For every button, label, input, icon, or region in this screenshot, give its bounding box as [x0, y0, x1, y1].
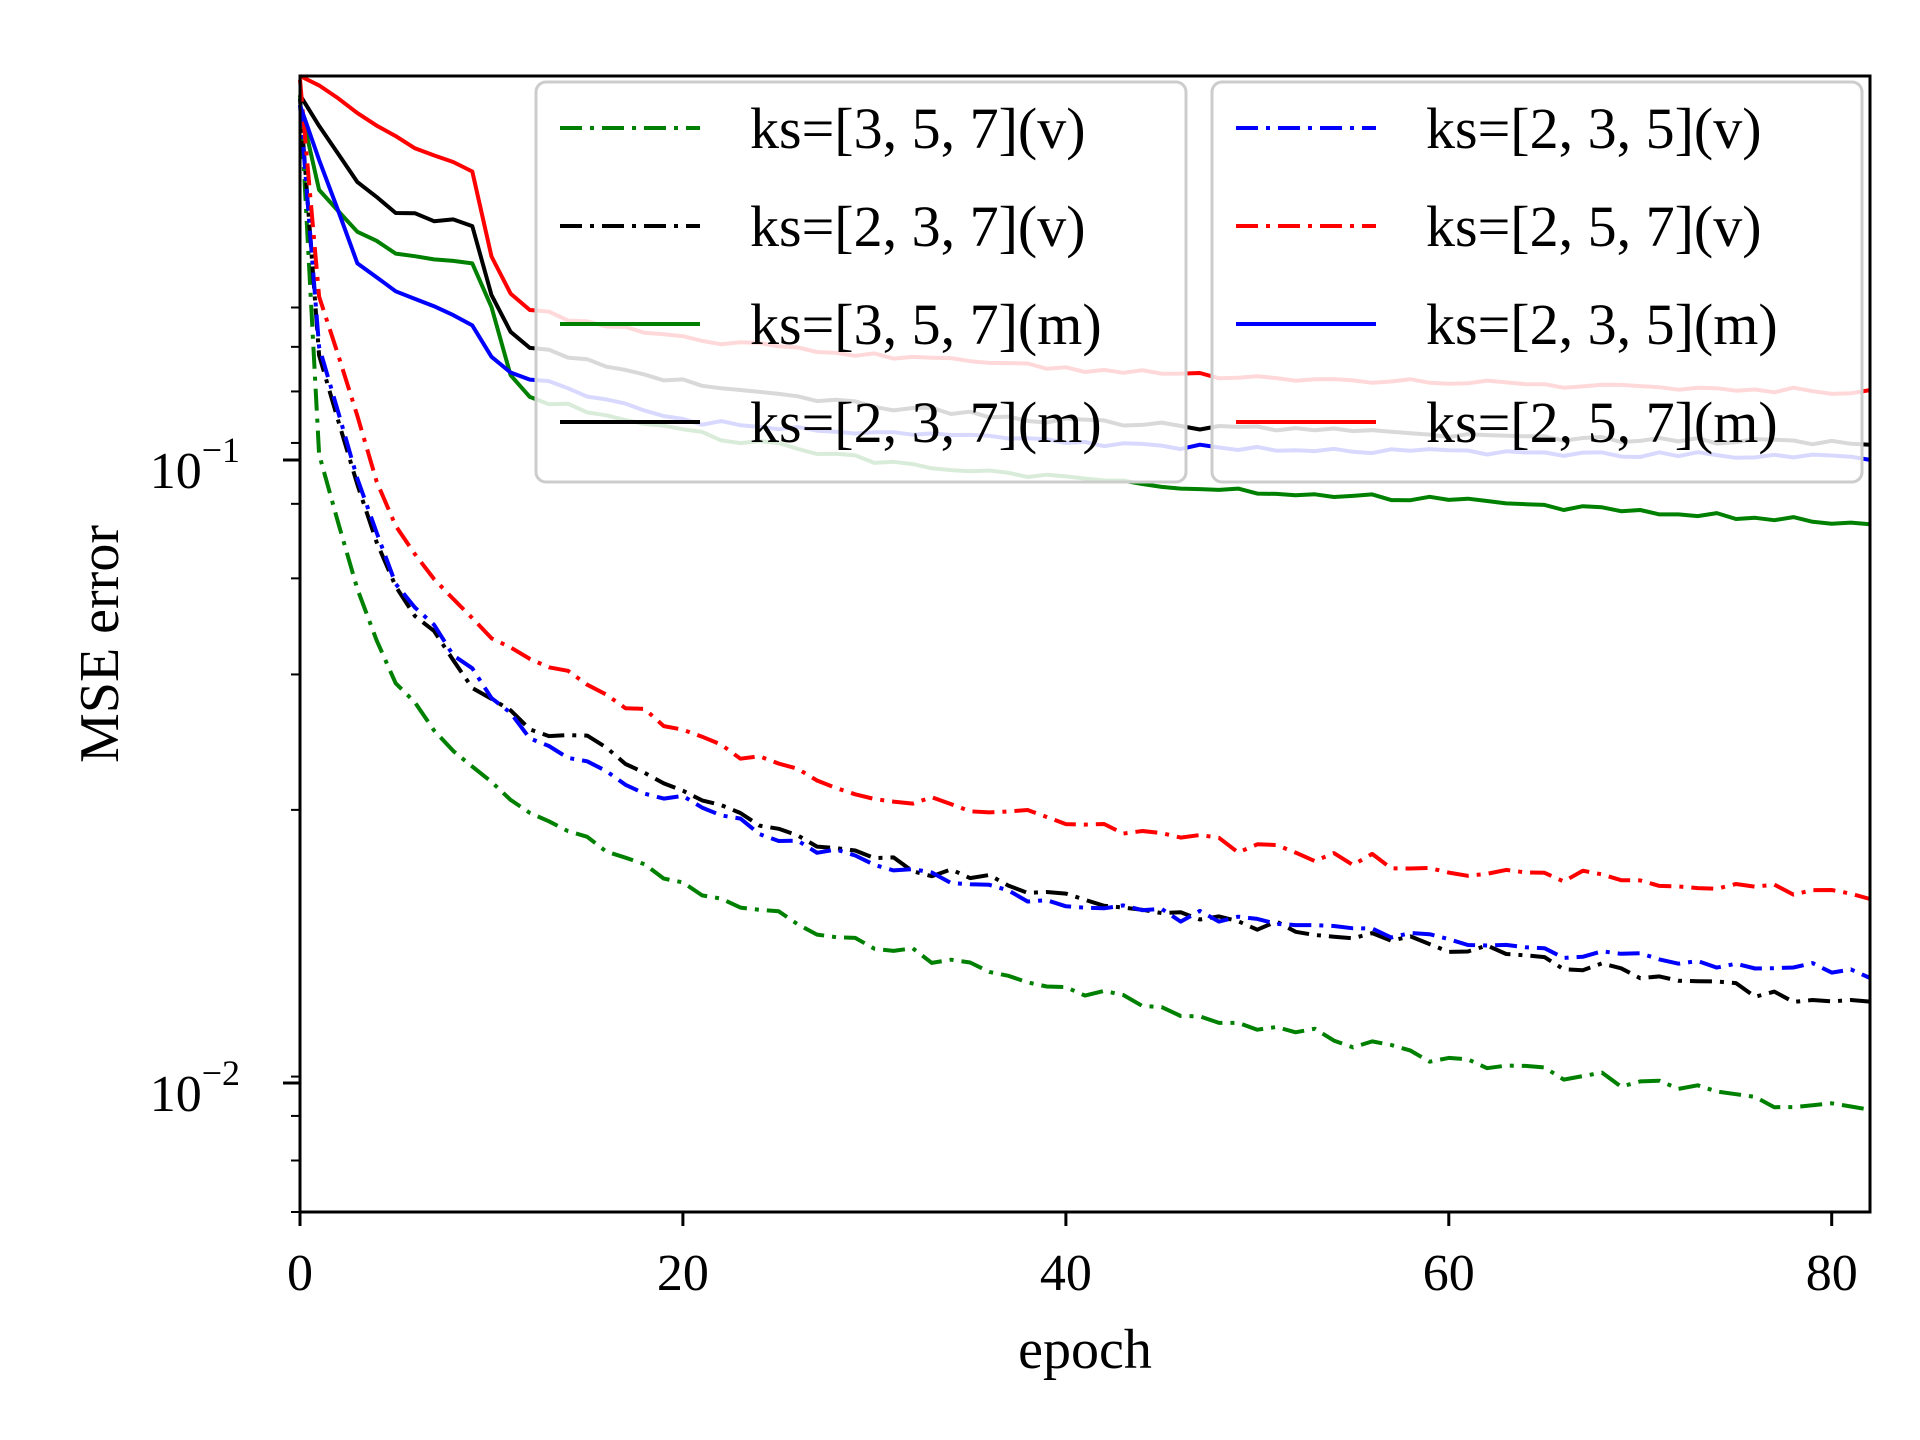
x-axis: 0 20 40 60 80 epoch	[287, 1212, 1858, 1381]
x-tick: 40	[1040, 1212, 1092, 1302]
series-line	[298, 79, 1871, 901]
legend-entry: ks=[2, 3, 7](m)	[560, 390, 1102, 455]
legend: ks=[3, 5, 7](v) ks=[2, 3, 7](v) ks=[3, 5…	[534, 80, 1864, 484]
series-line	[298, 104, 1871, 980]
x-axis-title: epoch	[1018, 1319, 1152, 1381]
legend-label: ks=[2, 5, 7](m)	[1426, 390, 1778, 455]
plot-frame	[298, 74, 1872, 1214]
legend-box-right	[1210, 80, 1864, 484]
x-tick: 0	[287, 1212, 313, 1302]
legend-entry: ks=[3, 5, 7](m)	[560, 292, 1102, 357]
x-tick-label: 0	[287, 1245, 313, 1302]
x-tick-label: 40	[1040, 1245, 1092, 1302]
x-tick-label: 60	[1423, 1245, 1475, 1302]
legend-label: ks=[2, 3, 7](v)	[750, 194, 1086, 259]
legend-entry: ks=[2, 3, 7](v)	[560, 194, 1086, 259]
legend-label: ks=[2, 5, 7](v)	[1426, 194, 1762, 259]
y-tick-label: 10−2	[150, 1053, 240, 1123]
y-axis-title: MSE error	[69, 525, 131, 763]
legend-label: ks=[2, 3, 5](v)	[1426, 96, 1762, 161]
y-tick: 10−2	[150, 1053, 300, 1123]
legend-label: ks=[2, 3, 5](m)	[1426, 292, 1778, 357]
legend-entry: ks=[2, 3, 5](m)	[1236, 292, 1778, 357]
legend-entry: ks=[3, 5, 7](v)	[560, 96, 1086, 161]
series-line	[298, 98, 1871, 1004]
series-line	[298, 94, 1871, 1112]
y-minor-ticks	[291, 306, 300, 1213]
legend-box-left	[534, 80, 1188, 484]
y-tick-label: 10−1	[150, 430, 240, 500]
x-tick-label: 80	[1806, 1245, 1858, 1302]
legend-entry: ks=[2, 5, 7](v)	[1236, 194, 1762, 259]
legend-label: ks=[3, 5, 7](v)	[750, 96, 1086, 161]
x-tick: 80	[1806, 1212, 1858, 1302]
x-tick-label: 20	[657, 1245, 709, 1302]
legend-entry: ks=[2, 3, 5](v)	[1236, 96, 1762, 161]
x-tick: 60	[1423, 1212, 1475, 1302]
legend-entry: ks=[2, 5, 7](m)	[1236, 390, 1778, 455]
legend-label: ks=[2, 3, 7](m)	[750, 390, 1102, 455]
y-tick: 10−1	[150, 430, 300, 500]
legend-label: ks=[3, 5, 7](m)	[750, 292, 1102, 357]
y-axis: 10−1 10−2 MSE error	[69, 306, 300, 1213]
x-tick: 20	[657, 1212, 709, 1302]
